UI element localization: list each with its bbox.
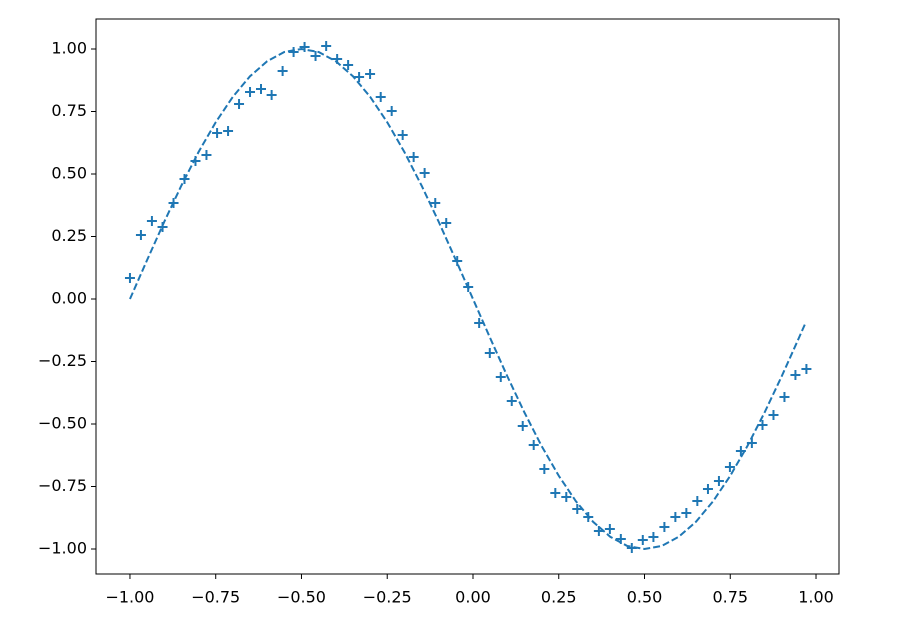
x-tick-label: 0.25	[541, 588, 577, 607]
y-tick-label: 0.00	[51, 289, 87, 308]
marker	[321, 41, 332, 51]
marker	[757, 420, 768, 430]
marker	[201, 150, 212, 160]
marker	[615, 534, 626, 544]
x-tick-label: −1.00	[105, 588, 154, 607]
marker	[550, 488, 561, 498]
marker	[299, 42, 310, 52]
marker	[419, 168, 430, 178]
marker	[539, 464, 550, 474]
marker	[517, 421, 528, 431]
marker	[255, 84, 266, 94]
marker	[463, 282, 474, 292]
marker	[452, 256, 463, 266]
marker	[528, 440, 539, 450]
marker	[124, 273, 135, 283]
y-tick-label: 0.50	[51, 164, 87, 183]
marker	[146, 216, 157, 226]
marker	[223, 126, 234, 136]
x-tick-label: −0.50	[277, 588, 326, 607]
marker	[790, 370, 801, 380]
marker	[681, 508, 692, 518]
x-tick-label: −0.75	[191, 588, 240, 607]
marker	[375, 92, 386, 102]
marker	[495, 372, 506, 382]
marker	[343, 60, 354, 70]
marker	[288, 47, 299, 57]
marker	[135, 230, 146, 240]
marker	[670, 512, 681, 522]
x-tick-label: 0.75	[712, 588, 748, 607]
marker	[441, 218, 452, 228]
y-tick-label: 0.75	[51, 101, 87, 120]
marker	[408, 152, 419, 162]
marker	[637, 535, 648, 545]
marker	[179, 174, 190, 184]
marker	[659, 522, 670, 532]
marker	[190, 156, 201, 166]
x-tick-label: 1.00	[798, 588, 834, 607]
marker	[212, 128, 223, 138]
marker	[386, 106, 397, 116]
marker	[157, 222, 168, 232]
marker	[506, 396, 517, 406]
marker	[310, 51, 321, 61]
marker	[702, 484, 713, 494]
marker	[561, 492, 572, 502]
marker	[354, 72, 365, 82]
x-tick-label: 0.50	[627, 588, 663, 607]
marker	[692, 496, 703, 506]
marker	[168, 198, 179, 208]
marker	[572, 504, 583, 514]
y-tick-label: −0.75	[38, 476, 87, 495]
marker	[397, 130, 408, 140]
marker	[365, 69, 376, 79]
marker	[234, 99, 245, 109]
marker	[648, 532, 659, 542]
marker	[332, 54, 343, 64]
marker	[779, 392, 790, 402]
y-tick-label: −0.50	[38, 414, 87, 433]
y-tick-label: 1.00	[51, 39, 87, 58]
marker	[583, 512, 594, 522]
marker	[713, 476, 724, 486]
marker	[266, 90, 277, 100]
marker	[604, 524, 615, 534]
x-tick-label: 0.00	[455, 588, 491, 607]
marker	[474, 318, 485, 328]
plot-frame	[95, 18, 840, 575]
y-tick-label: −0.25	[38, 351, 87, 370]
marker	[768, 410, 779, 420]
marker	[245, 87, 256, 97]
curve	[129, 47, 807, 551]
marker	[430, 198, 441, 208]
marker	[626, 543, 637, 553]
marker	[484, 348, 495, 358]
marker	[724, 462, 735, 472]
marker	[277, 66, 288, 76]
marker	[593, 526, 604, 536]
marker	[746, 438, 757, 448]
y-tick-label: 0.25	[51, 226, 87, 245]
marker	[801, 364, 812, 374]
marker	[735, 446, 746, 456]
x-tick-label: −0.25	[363, 588, 412, 607]
y-tick-label: −1.00	[38, 539, 87, 558]
